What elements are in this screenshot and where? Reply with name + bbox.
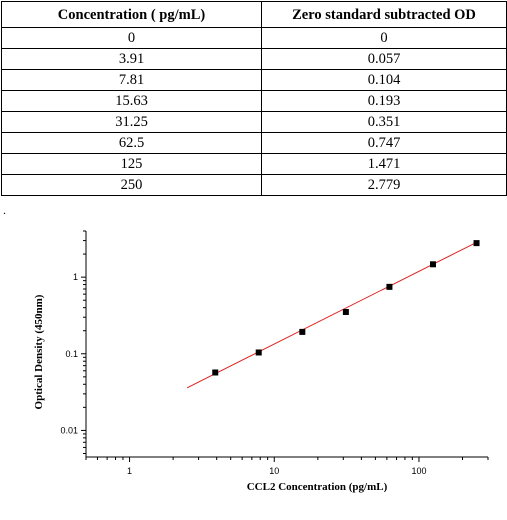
- y-tick-label: 1: [73, 272, 78, 282]
- table-row: 3.91 0.057: [1, 48, 507, 70]
- data-point: [299, 328, 306, 335]
- separator-dot: .: [3, 203, 6, 217]
- x-tick-label: 100: [411, 466, 426, 476]
- y-tick-label: 0.01: [60, 425, 78, 435]
- header-od: Zero standard subtracted OD: [261, 1, 507, 28]
- y-tick-label: 0.1: [65, 349, 78, 359]
- x-tick-label: 1: [127, 466, 132, 476]
- x-axis-title: CCL2 Concentration (pg/mL): [247, 481, 388, 493]
- data-point: [386, 283, 393, 290]
- cell-od: 0.747: [261, 132, 507, 154]
- cell-od: 1.471: [261, 153, 507, 175]
- y-axis-title: Optical Density (450nm): [33, 294, 45, 409]
- x-tick-label: 10: [269, 466, 279, 476]
- table-row: 125 1.471: [1, 153, 507, 175]
- table-row: 62.5 0.747: [1, 132, 507, 154]
- data-table: Concentration ( pg/mL) Zero standard sub…: [1, 1, 507, 196]
- data-point: [342, 308, 349, 315]
- cell-concentration: 3.91: [1, 48, 262, 70]
- data-point: [212, 369, 219, 376]
- table-row: 250 2.779: [1, 174, 507, 196]
- table-header-row: Concentration ( pg/mL) Zero standard sub…: [1, 1, 507, 28]
- data-point: [473, 240, 480, 247]
- table-row: 15.63 0.193: [1, 90, 507, 112]
- header-concentration: Concentration ( pg/mL): [1, 1, 262, 28]
- data-point: [429, 261, 436, 268]
- cell-concentration: 250: [1, 174, 262, 196]
- data-point: [255, 349, 262, 356]
- cell-od: 2.779: [261, 174, 507, 196]
